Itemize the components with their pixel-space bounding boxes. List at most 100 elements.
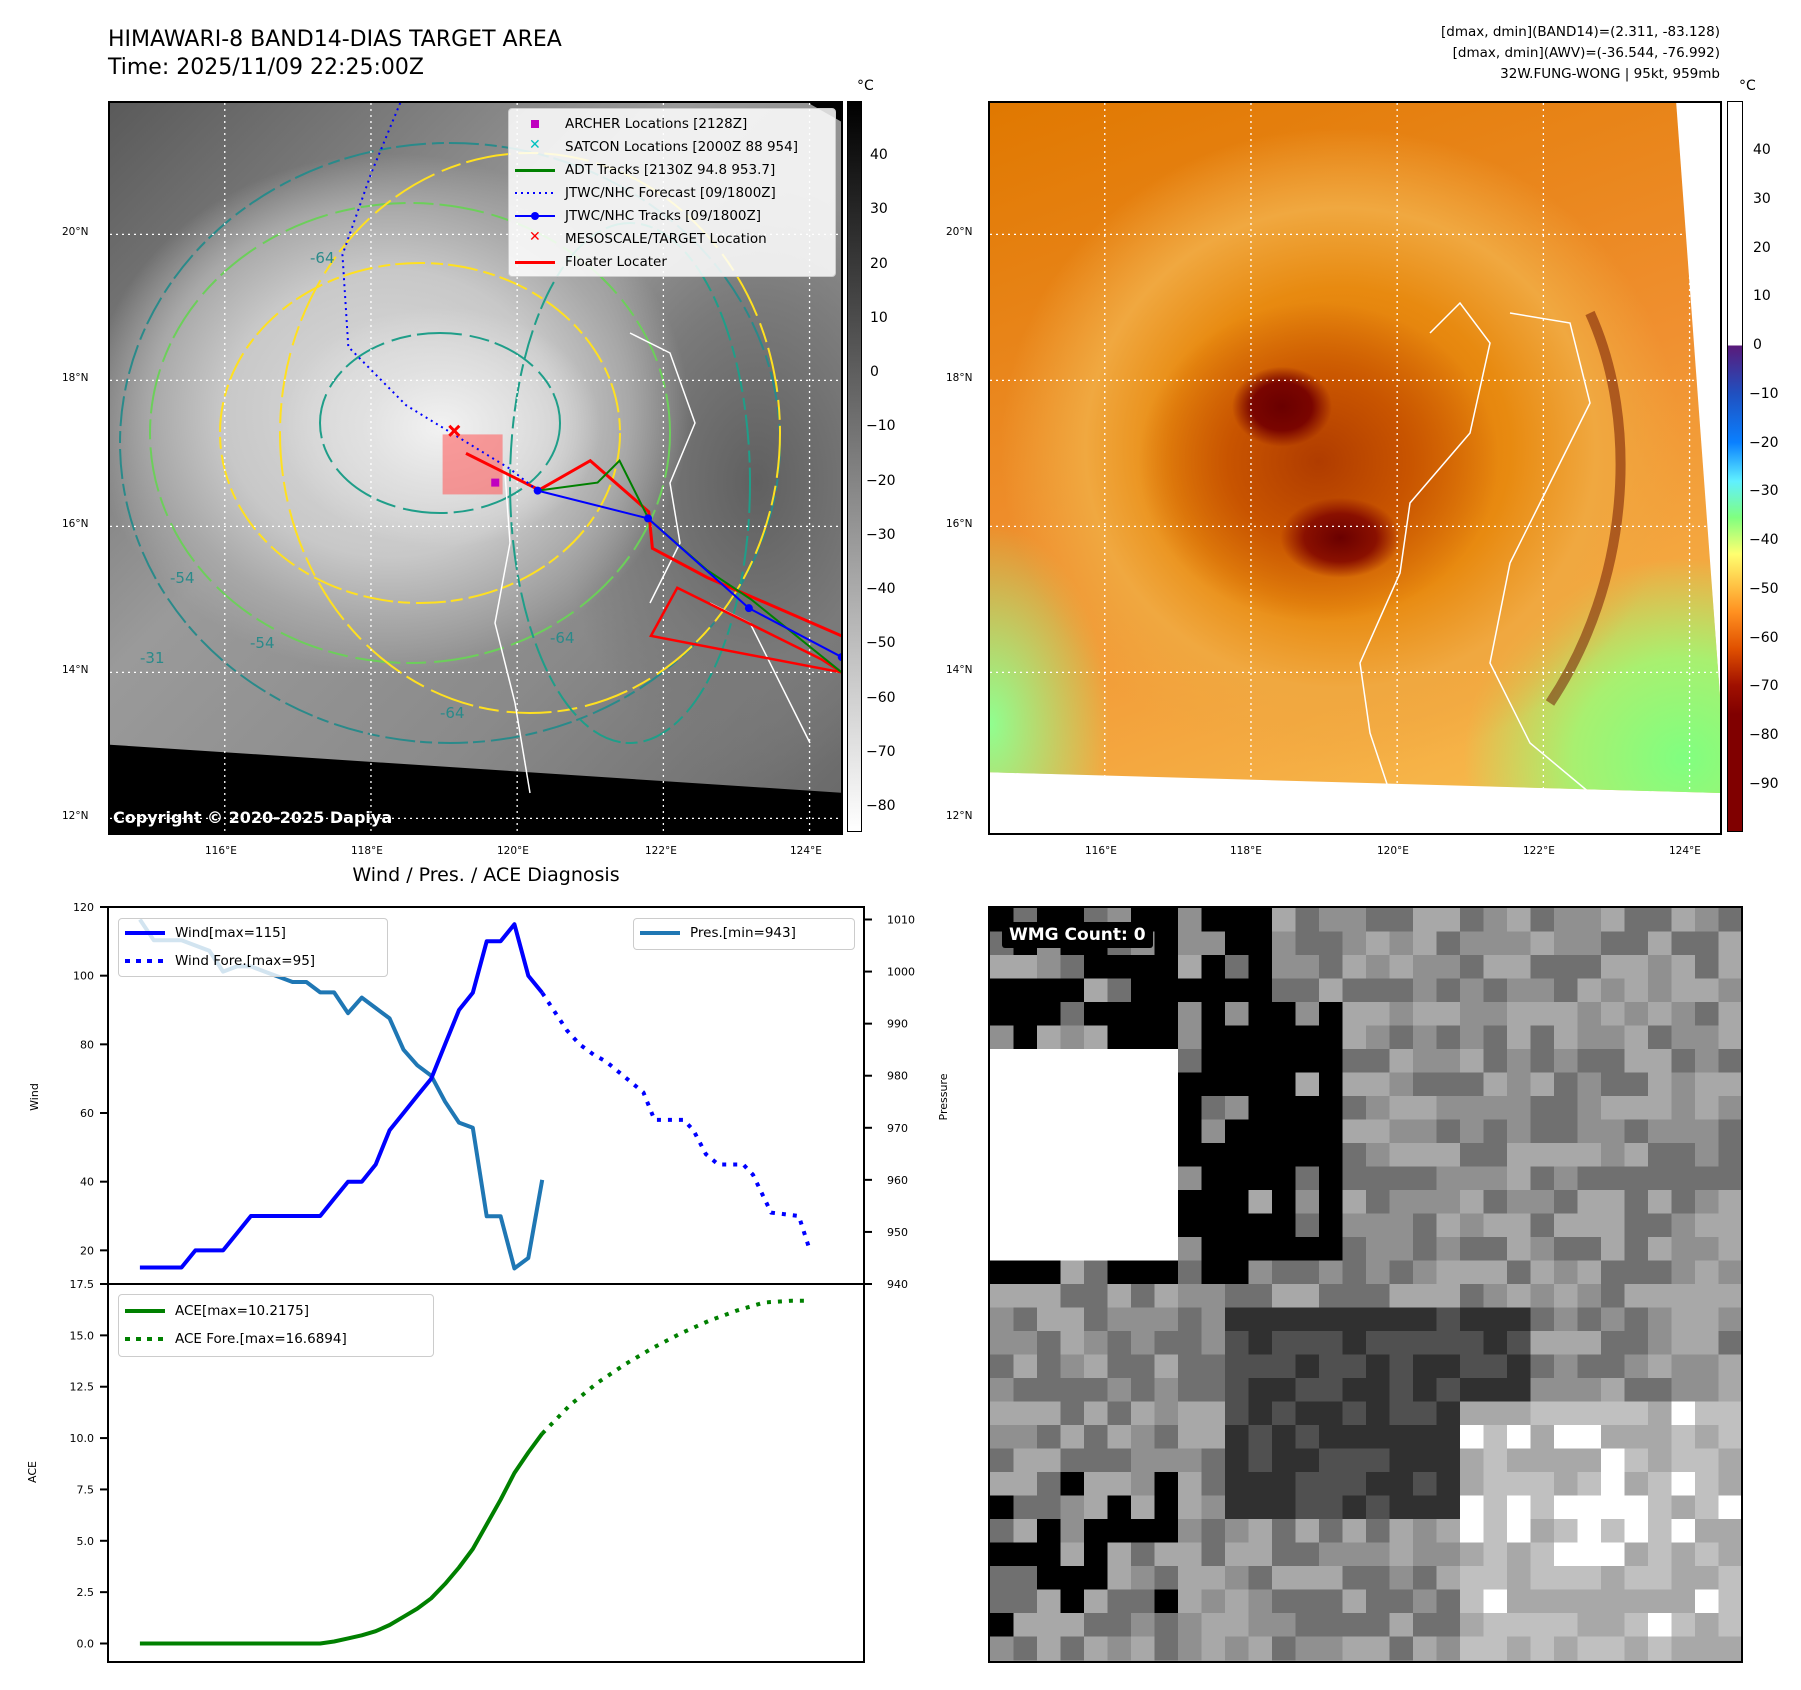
wmg-pixel (1507, 1425, 1531, 1449)
wmg-pixel (1342, 1566, 1367, 1590)
wmg-pixel (1060, 1307, 1085, 1332)
wmg-pixel (1483, 1519, 1508, 1543)
wmg-pixel (1319, 1448, 1343, 1473)
wmg-pixel (1718, 1519, 1741, 1543)
wmg-pixel (1295, 1260, 1320, 1285)
wmg-pixel (990, 1213, 1014, 1238)
wmg-pixel (1507, 1096, 1531, 1120)
wmg-pixel (1671, 978, 1696, 1003)
wmg-pixel (1060, 1519, 1085, 1543)
awv-imagery (990, 103, 1720, 793)
wmg-pixel (1601, 955, 1625, 979)
wmg-pixel (1577, 1566, 1602, 1590)
wmg-pixel (1131, 1542, 1155, 1567)
wmg-pixel (1225, 1425, 1249, 1449)
wmg-pixel (1342, 1378, 1367, 1402)
lat-label: 14°N (946, 664, 973, 676)
wmg-pixel (1624, 1260, 1649, 1285)
colorbar-tick-label: −90 (1749, 776, 1779, 792)
wmg-pixel (1131, 1049, 1155, 1073)
wmg-pixel (1248, 1331, 1273, 1355)
wmg-pixel (1248, 1002, 1273, 1026)
wmg-pixel (1413, 1025, 1437, 1050)
wmg-pixel (1695, 931, 1719, 956)
ace-tick-label: 2.5 (77, 1586, 95, 1599)
wmg-pixel (1131, 1307, 1155, 1332)
wmg-pixel (1389, 1378, 1414, 1402)
x-marker-icon: ✕ (529, 229, 541, 245)
wmg-pixel (1178, 1472, 1202, 1496)
wmg-pixel (1530, 1096, 1555, 1120)
square-marker-icon (515, 117, 555, 131)
contour-label: -54 (250, 634, 275, 652)
wmg-pixel (1131, 978, 1155, 1003)
wmg-pixel (1624, 1589, 1649, 1614)
floater-polygon (649, 586, 841, 674)
colorbar-tick-label: 0 (1753, 337, 1762, 354)
wmg-pixel (1601, 1284, 1625, 1308)
wmg-pixel (1671, 955, 1696, 979)
wmg-pixel (1272, 1307, 1296, 1332)
wmg-pixel (1201, 1096, 1226, 1120)
wmg-pixel (1507, 1542, 1531, 1567)
wmg-pixel (1178, 955, 1202, 979)
wmg-pixel (1718, 1425, 1741, 1449)
wmg-pixel (1107, 1472, 1132, 1496)
wmg-pixel (1225, 955, 1249, 979)
wmg-pixel (1483, 1589, 1508, 1614)
wmg-pixel (1342, 1354, 1367, 1379)
wmg-pixel (1272, 1472, 1296, 1496)
wmg-pixel (1577, 1542, 1602, 1567)
wmg-pixel (1507, 931, 1531, 956)
wmg-pixel (1671, 1260, 1696, 1285)
wmg-pixel (1671, 1237, 1696, 1261)
wmg-pixel (1131, 1354, 1155, 1379)
wmg-pixel (1225, 1448, 1249, 1473)
legend-item: ADT Tracks [2130Z 94.8 953.7] (515, 162, 775, 178)
wmg-pixel (1624, 1542, 1649, 1567)
wind-legend: Wind[max=115] Wind Fore.[max=95] (118, 918, 388, 977)
wmg-pixel (1272, 1143, 1296, 1167)
wmg-pixel (1248, 1190, 1273, 1214)
wmg-pixel (1131, 1260, 1155, 1285)
wmg-pixel (1624, 1448, 1649, 1473)
wmg-pixel (1060, 1002, 1085, 1026)
legend-label: Wind[max=115] (175, 925, 286, 941)
wmg-pixel (1272, 1260, 1296, 1285)
wmg-pixel (1037, 1331, 1061, 1355)
wmg-pixel (1342, 1025, 1367, 1050)
wmg-pixel (1225, 1307, 1249, 1332)
wmg-pixel (1225, 1331, 1249, 1355)
wmg-pixel (1718, 1237, 1741, 1261)
wmg-pixel (1718, 1143, 1741, 1167)
wmg-pixel (1084, 1072, 1108, 1097)
jtwc-track-point (837, 653, 841, 662)
wmg-pixel (1624, 1378, 1649, 1402)
wmg-pixel (1201, 1495, 1226, 1520)
wmg-pixel (1013, 1472, 1038, 1496)
wmg-pixel (1295, 1566, 1320, 1590)
wmg-pixel (1718, 1190, 1741, 1214)
wmg-pixel (1601, 908, 1625, 932)
wmg-pixel (1060, 1260, 1085, 1285)
wmg-pixel (1342, 1237, 1367, 1261)
wmg-pixel (1013, 1354, 1038, 1379)
wmg-pixel (1460, 1213, 1484, 1238)
wmg-pixel (1483, 1237, 1508, 1261)
wmg-pixel (1366, 1495, 1390, 1520)
wmg-pixel (1577, 908, 1602, 932)
wmg-pixel (1366, 1166, 1390, 1191)
wmg-pixel (1060, 1025, 1085, 1050)
wmg-pixel (1248, 1636, 1273, 1661)
wmg-pixel (1037, 1401, 1061, 1426)
wmg-pixel (1718, 1049, 1741, 1073)
wmg-pixel (1084, 1049, 1108, 1073)
wmg-pixel (1248, 1495, 1273, 1520)
wmg-pixel (1272, 1495, 1296, 1520)
wmg-pixel (1530, 1002, 1555, 1026)
legend-item-ace-fore: ACE Fore.[max=16.6894] (125, 1331, 347, 1347)
wmg-pixel (1554, 1378, 1578, 1402)
pressure-tick-label: 990 (887, 1018, 908, 1031)
wmg-pixel (1436, 1542, 1461, 1567)
wmg-pixel (1154, 1143, 1179, 1167)
